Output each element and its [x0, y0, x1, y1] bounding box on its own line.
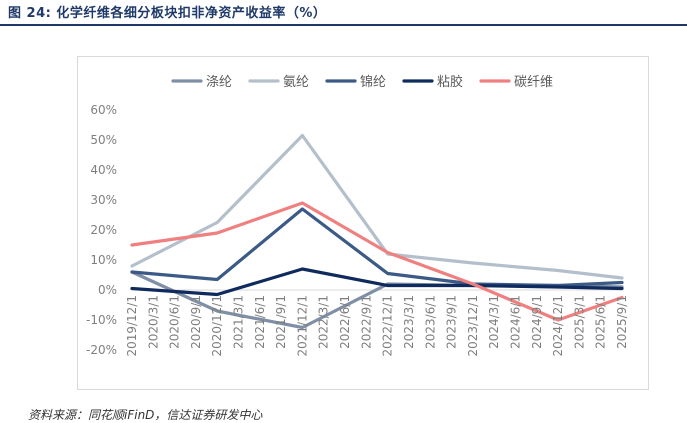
- x-tick-label: 2022/12/1: [381, 295, 395, 357]
- series-line-粘胶: [130, 267, 624, 297]
- x-tick-label: 2019/12/1: [125, 295, 139, 357]
- series-line-碳纤维: [130, 201, 624, 322]
- series-line-氨纶: [130, 133, 624, 280]
- legend-label-锦纶: 锦纶: [360, 75, 386, 90]
- x-tick-label: 2025/9/1: [615, 295, 629, 349]
- y-tick-label: -10%: [86, 313, 117, 327]
- y-tick-label: 0%: [98, 283, 117, 297]
- x-tick-label: 2021/12/1: [295, 295, 309, 357]
- x-tick-label: 2022/9/1: [359, 295, 373, 349]
- x-tick-label: 2021/3/1: [232, 295, 246, 349]
- x-tick-label: 2023/3/1: [402, 295, 416, 349]
- x-tick-label: 2020/9/1: [189, 295, 203, 349]
- figure-title: 图 24: 化学纤维各细分板块扣非净资产收益率（%）: [8, 6, 327, 21]
- x-tick-label: 2022/6/1: [338, 295, 352, 349]
- x-tick-label: 2020/12/1: [210, 295, 224, 357]
- x-tick-label: 2023/6/1: [423, 295, 437, 349]
- source-note: 资料来源：同花顺iFinD，信达证券研发中心: [28, 408, 263, 422]
- y-tick-label: 60%: [90, 103, 117, 117]
- x-tick-label: 2021/9/1: [274, 295, 288, 349]
- y-tick-label: 50%: [90, 133, 117, 147]
- x-tick-label: 2025/6/1: [594, 295, 608, 349]
- x-tick-label: 2020/6/1: [168, 295, 182, 349]
- legend-label-碳纤维: 碳纤维: [514, 75, 553, 90]
- x-tick-label: 2021/6/1: [253, 295, 267, 349]
- legend-label-涤纶: 涤纶: [206, 75, 232, 90]
- legend-label-粘胶: 粘胶: [437, 74, 463, 90]
- y-tick-label: -20%: [86, 343, 117, 357]
- series-line-涤纶: [130, 270, 624, 330]
- x-tick-label: 2020/3/1: [146, 295, 160, 349]
- chart-frame: [77, 56, 649, 390]
- y-tick-label: 30%: [90, 193, 117, 207]
- x-tick-label: 2024/6/1: [508, 295, 522, 349]
- x-tick-label: 2025/3/1: [572, 295, 586, 349]
- x-tick-label: 2024/12/1: [551, 295, 565, 357]
- title-divider: [0, 24, 687, 26]
- y-tick-label: 20%: [90, 223, 117, 237]
- y-tick-label: 40%: [90, 163, 117, 177]
- x-tick-label: 2024/9/1: [530, 295, 544, 349]
- x-tick-label: 2023/12/1: [466, 295, 480, 357]
- x-tick-label: 2022/3/1: [317, 295, 331, 349]
- legend-label-氨纶: 氨纶: [283, 75, 309, 90]
- y-tick-label: 10%: [90, 253, 117, 267]
- x-tick-label: 2024/3/1: [487, 295, 501, 349]
- x-tick-label: 2023/9/1: [445, 295, 459, 349]
